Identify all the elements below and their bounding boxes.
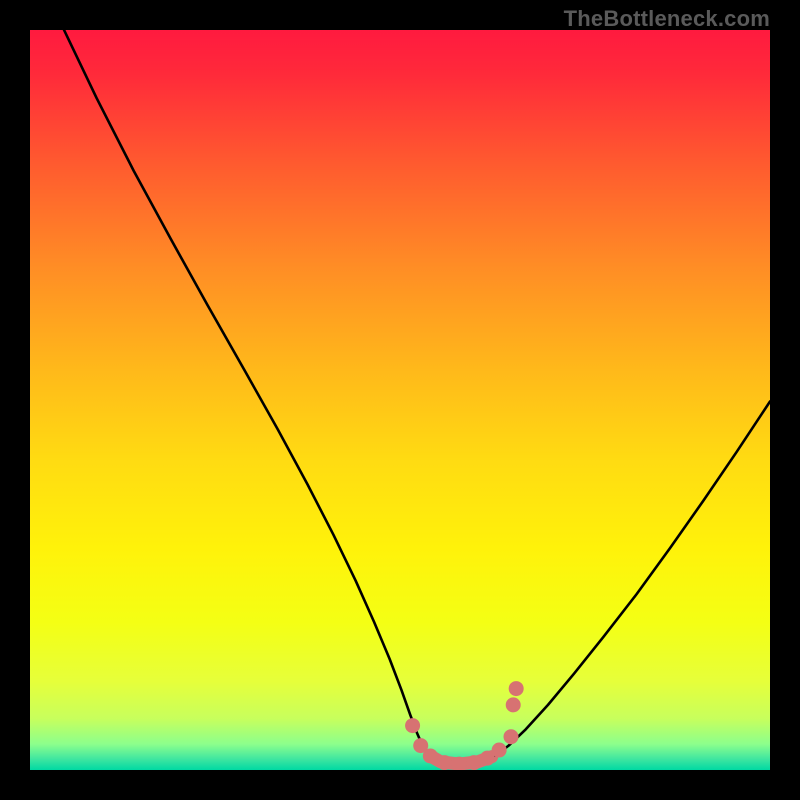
valley-dot <box>509 681 524 696</box>
valley-dot <box>492 743 507 758</box>
gradient-background <box>30 30 770 770</box>
valley-dot <box>467 755 482 770</box>
valley-dot <box>405 718 420 733</box>
valley-dot <box>504 729 519 744</box>
valley-dot <box>506 697 521 712</box>
valley-dot <box>423 748 438 763</box>
chart-frame: TheBottleneck.com <box>0 0 800 800</box>
valley-dot <box>437 755 452 770</box>
watermark-text: TheBottleneck.com <box>564 6 770 32</box>
plot-area <box>30 30 770 770</box>
bottleneck-chart <box>30 30 770 770</box>
